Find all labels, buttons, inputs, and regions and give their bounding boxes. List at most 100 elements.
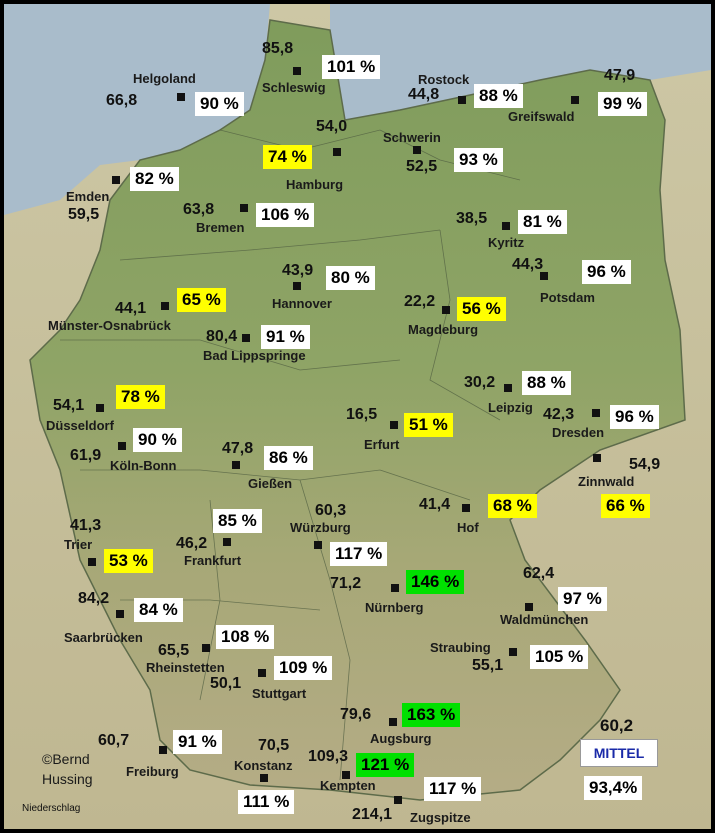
station-name: Münster-Osnabrück <box>48 318 171 333</box>
station-value: 79,6 <box>340 706 372 723</box>
station-name: Gießen <box>248 476 293 491</box>
station-percent-badge: 81 % <box>518 210 567 234</box>
footer-caption: Niederschlag <box>22 803 81 814</box>
station-percent-badge: 88 % <box>522 371 571 395</box>
station-marker <box>509 648 517 656</box>
station-value: 65,5 <box>158 642 190 659</box>
station-value: 59,5 <box>68 206 100 223</box>
station-percent-badge: 53 % <box>104 549 153 573</box>
station-name: Zugspitze <box>410 810 471 825</box>
station-percent-badge: 90 % <box>133 428 182 452</box>
station-name: Erfurt <box>364 437 400 452</box>
station-name: Hamburg <box>286 177 344 192</box>
station-marker <box>502 222 510 230</box>
station-percent-badge: 51 % <box>404 413 453 437</box>
station-name: Rheinstetten <box>146 660 225 675</box>
station-value: 66,8 <box>106 92 138 109</box>
station-name: Saarbrücken <box>64 630 143 645</box>
station-value: 60,3 <box>315 502 347 519</box>
station-name: Trier <box>64 537 93 552</box>
station-percent-badge: 96 % <box>610 405 659 429</box>
station-name: Bremen <box>196 220 245 235</box>
station-value: 71,2 <box>330 575 362 592</box>
station-name: Emden <box>66 189 110 204</box>
station-value: 54,1 <box>53 397 85 414</box>
station-name: Hannover <box>272 296 332 311</box>
station-value: 55,1 <box>472 657 504 674</box>
station-name: Potsdam <box>540 290 595 305</box>
station-marker <box>223 538 231 546</box>
station-value: 62,4 <box>523 565 555 582</box>
station-marker <box>593 454 601 462</box>
station-value: 47,8 <box>222 440 254 457</box>
station-value: 70,5 <box>258 737 290 754</box>
station-name: Dresden <box>552 425 605 440</box>
station-percent-badge: 146 % <box>406 570 465 594</box>
station-percent-badge: 108 % <box>216 625 275 649</box>
station-name: Frankfurt <box>184 553 242 568</box>
station-value: 63,8 <box>183 201 215 218</box>
station-name: Kyritz <box>488 235 525 250</box>
station-marker <box>232 461 240 469</box>
legend-percent: 93,4% <box>584 776 643 800</box>
station-marker <box>242 334 250 342</box>
station-marker <box>442 306 450 314</box>
station-value: 85,8 <box>262 40 294 57</box>
station-name: Düsseldorf <box>46 418 114 433</box>
station-value: 41,3 <box>70 517 102 534</box>
station-name: Konstanz <box>234 758 293 773</box>
station-marker <box>202 644 210 652</box>
station-percent-badge: 90 % <box>195 92 244 116</box>
station-percent-badge: 78 % <box>116 385 165 409</box>
station-value: 60,7 <box>98 732 130 749</box>
station-value: 16,5 <box>346 406 378 423</box>
station-percent-badge: 80 % <box>326 266 375 290</box>
station-percent-badge: 121 % <box>356 753 415 777</box>
station-marker <box>458 96 466 104</box>
station-value: 30,2 <box>464 374 496 391</box>
station-value: 50,1 <box>210 675 242 692</box>
station-percent-badge: 96 % <box>582 260 631 284</box>
station-percent-badge: 97 % <box>558 587 607 611</box>
station-marker <box>342 771 350 779</box>
station-marker <box>314 541 322 549</box>
station-percent-badge: 65 % <box>177 288 226 312</box>
station-percent-badge: 82 % <box>130 167 179 191</box>
station-value: 54,0 <box>316 118 348 135</box>
station-marker <box>177 93 185 101</box>
station-name: Hof <box>457 520 479 535</box>
station-percent-badge: 93 % <box>454 148 503 172</box>
station-name: Rostock <box>418 72 470 87</box>
station-value: 52,5 <box>406 158 438 175</box>
station-percent-badge: 56 % <box>457 297 506 321</box>
station-value: 80,4 <box>206 328 238 345</box>
station-name: Freiburg <box>126 764 179 779</box>
station-marker <box>96 404 104 412</box>
station-name: Leipzig <box>488 400 533 415</box>
station-value: 47,9 <box>604 67 636 84</box>
station-percent-badge: 68 % <box>488 494 537 518</box>
station-marker <box>293 282 301 290</box>
station-marker <box>394 796 402 804</box>
station-value: 22,2 <box>404 293 436 310</box>
station-value: 109,3 <box>308 748 349 765</box>
station-name: Schwerin <box>383 130 441 145</box>
station-value: 44,1 <box>115 300 147 317</box>
station-name: Nürnberg <box>365 600 424 615</box>
station-name: Straubing <box>430 640 491 655</box>
station-marker <box>390 421 398 429</box>
station-value: 43,9 <box>282 262 314 279</box>
station-percent-badge: 106 % <box>256 203 315 227</box>
station-name: Köln-Bonn <box>110 458 177 473</box>
station-value: 84,2 <box>78 590 110 607</box>
station-percent-badge: 91 % <box>173 730 222 754</box>
station-marker <box>293 67 301 75</box>
station-marker <box>260 774 268 782</box>
station-value: 42,3 <box>543 406 575 423</box>
station-marker <box>571 96 579 104</box>
station-marker <box>112 176 120 184</box>
station-marker <box>118 442 126 450</box>
station-marker <box>240 204 248 212</box>
station-percent-badge: 101 % <box>322 55 381 79</box>
